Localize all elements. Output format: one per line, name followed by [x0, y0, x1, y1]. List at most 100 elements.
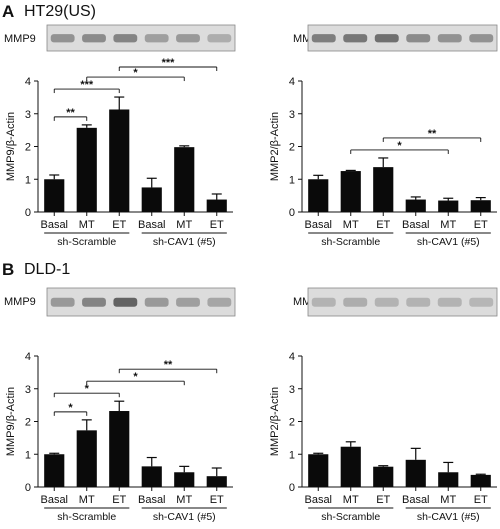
- significance-label: **: [66, 107, 75, 119]
- blot-band: [469, 297, 494, 307]
- blot-band: [343, 297, 368, 307]
- blot-2: MMP9: [4, 287, 236, 317]
- x-tick-label: MT: [343, 219, 359, 231]
- bar-mt: [438, 200, 459, 212]
- y-tick-label: 2: [289, 142, 295, 154]
- y-tick-label: 0: [25, 207, 31, 219]
- blot-band: [374, 297, 399, 307]
- blot-band: [113, 34, 138, 43]
- bar-basal: [405, 459, 426, 487]
- blot-band: [176, 34, 200, 43]
- y-tick-label: 3: [289, 109, 295, 121]
- bar-et: [470, 474, 491, 487]
- panel-title-b: DLD-1: [24, 261, 70, 278]
- bar-basal: [308, 454, 329, 487]
- significance-label: ***: [162, 57, 176, 69]
- significance-label: *: [133, 67, 138, 79]
- x-tick-label: Basal: [40, 219, 68, 231]
- blot-band: [82, 297, 106, 307]
- y-tick-label: 2: [289, 417, 295, 429]
- y-tick-label: 4: [289, 351, 295, 363]
- chart-0: 0 1 2 3 4 MMP9/β-Actin Basal MT ET Basal MT ET sh-Sc…: [5, 57, 233, 248]
- significance-label: **: [428, 128, 437, 140]
- blot-band: [50, 34, 75, 43]
- blot-membrane: [307, 24, 498, 52]
- x-tick-label: ET: [112, 219, 126, 231]
- blot-label: MMP9: [4, 296, 36, 308]
- blot-band: [176, 297, 200, 307]
- y-tick-label: 2: [25, 417, 31, 429]
- y-axis-label: MMP2/β-Actin: [269, 112, 281, 181]
- blot-band: [406, 34, 431, 43]
- group-label: sh-Scramble: [57, 511, 116, 523]
- group-label: sh-Scramble: [321, 236, 380, 248]
- y-tick-label: 2: [25, 142, 31, 154]
- y-tick-label: 1: [289, 174, 295, 186]
- bar-et: [109, 411, 130, 487]
- blot-band: [82, 34, 106, 43]
- significance-label: ***: [80, 79, 94, 91]
- y-tick-label: 0: [289, 482, 295, 494]
- bar-mt: [76, 127, 97, 212]
- panel-title-a: HT29(US): [24, 3, 96, 20]
- blot-band: [406, 297, 431, 307]
- blot-band: [437, 297, 462, 307]
- significance-label: *: [397, 140, 402, 152]
- chart-1: 0 1 2 3 4 MMP2/β-Actin Basal MT ET Basal MT ET sh-Sc…: [269, 76, 497, 248]
- x-tick-label: MT: [440, 494, 456, 506]
- y-tick-label: 0: [289, 207, 295, 219]
- bar-basal: [308, 179, 329, 212]
- x-tick-label: Basal: [138, 494, 166, 506]
- blot-band: [311, 297, 336, 307]
- y-axis-label: MMP9/β-Actin: [5, 112, 17, 181]
- x-tick-label: Basal: [402, 494, 430, 506]
- bar-et: [373, 167, 394, 212]
- y-tick-label: 3: [25, 384, 31, 396]
- x-tick-label: Basal: [402, 219, 430, 231]
- blot-band: [469, 34, 494, 43]
- significance-label: **: [164, 359, 173, 371]
- panel-letter-a: A: [2, 2, 14, 21]
- blot-band: [50, 297, 75, 307]
- significance-label: *: [68, 402, 73, 414]
- y-axis-label: MMP2/β-Actin: [269, 387, 281, 456]
- bar-mt: [76, 430, 97, 487]
- x-tick-label: MT: [343, 494, 359, 506]
- y-tick-label: 1: [25, 449, 31, 461]
- group-label: sh-CAV1 (#5): [417, 511, 480, 523]
- x-tick-label: MT: [79, 219, 95, 231]
- blot-label: MMP9: [4, 33, 36, 45]
- blot-membrane: [307, 287, 498, 317]
- y-tick-label: 4: [25, 76, 31, 88]
- x-tick-label: ET: [474, 494, 488, 506]
- x-tick-label: Basal: [304, 219, 332, 231]
- chart-2: 0 1 2 3 4 MMP9/β-Actin Basal MT ET Basal MT ET sh-Sc…: [5, 351, 233, 523]
- blot-band: [437, 34, 462, 43]
- blot-3: MMP2: [293, 287, 498, 317]
- blot-band: [207, 297, 232, 307]
- y-tick-label: 3: [25, 109, 31, 121]
- x-tick-label: MT: [79, 494, 95, 506]
- blot-membrane: [46, 287, 236, 317]
- x-tick-label: ET: [210, 494, 224, 506]
- blot-band: [144, 34, 169, 43]
- y-tick-label: 1: [25, 174, 31, 186]
- bar-mt: [174, 147, 195, 212]
- y-axis-label: MMP9/β-Actin: [5, 387, 17, 456]
- bar-charts: 0 1 2 3 4 MMP9/β-Actin Basal MT ET Basal MT ET sh-Sc…: [5, 57, 497, 523]
- bar-basal: [405, 199, 426, 212]
- bar-mt: [340, 171, 361, 212]
- significance-label: *: [85, 383, 90, 395]
- x-tick-label: Basal: [304, 494, 332, 506]
- x-tick-label: ET: [376, 494, 390, 506]
- bar-basal: [141, 187, 162, 212]
- y-tick-label: 3: [289, 384, 295, 396]
- x-tick-label: MT: [176, 219, 192, 231]
- group-label: sh-CAV1 (#5): [417, 236, 480, 248]
- western-blot-strips: MMP9 MMP2 MMP9 MMP2: [4, 24, 498, 317]
- y-tick-label: 0: [25, 482, 31, 494]
- blot-band: [207, 34, 232, 43]
- bar-et: [470, 200, 491, 212]
- y-tick-label: 4: [289, 76, 295, 88]
- x-tick-label: MT: [176, 494, 192, 506]
